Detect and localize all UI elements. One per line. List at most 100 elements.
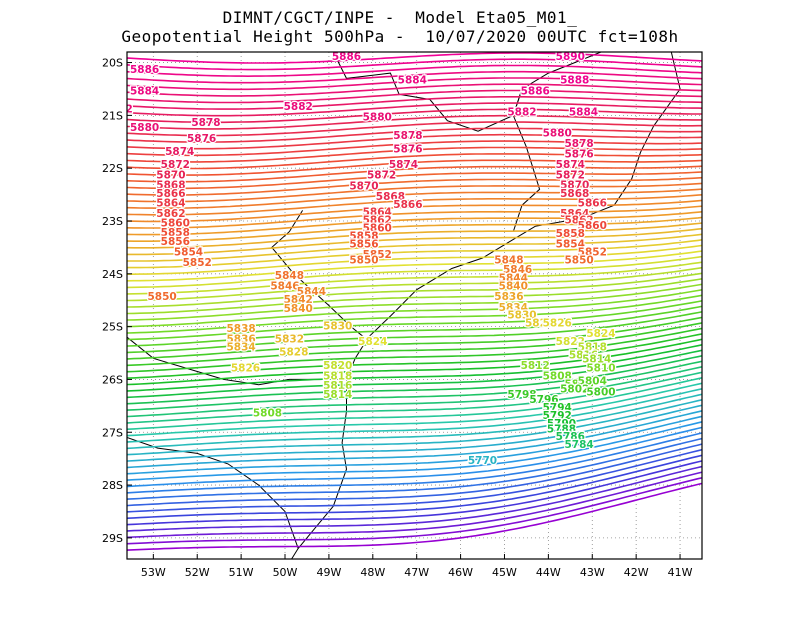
x-tick-label: 42W: [624, 566, 649, 579]
contour-label: 5850: [564, 254, 593, 266]
contour-label: 5878: [564, 138, 593, 150]
x-tick-label: 48W: [360, 566, 385, 579]
contour-label: 5890: [556, 51, 585, 63]
contour-label: 5866: [393, 199, 422, 211]
contour-label: 5862: [564, 215, 593, 227]
contour-line: [127, 471, 702, 539]
contour-label: 5868: [560, 188, 589, 200]
contour-label: 5882: [104, 104, 133, 116]
coastline-segment: [332, 52, 602, 132]
contour-label: 5856: [161, 236, 190, 248]
contour-line: [127, 454, 702, 520]
contour-label: 5880: [363, 112, 392, 124]
contour-line: [127, 415, 702, 475]
contour-label: 5850: [349, 254, 378, 266]
contour-line: [127, 421, 702, 481]
y-tick-label: 20S: [102, 57, 123, 70]
contour-label: 5852: [578, 246, 607, 258]
contour-label: 5784: [564, 439, 593, 451]
contour-label: 5874: [389, 159, 418, 171]
contour-line: [127, 250, 702, 282]
contour-line: [127, 64, 702, 78]
contour-label: 5808: [253, 407, 282, 419]
contour-label: 5880: [543, 128, 572, 140]
contour-label: 5852: [183, 257, 212, 269]
contour-label: 5860: [578, 220, 607, 232]
contour-label: 5804: [578, 376, 607, 388]
contour-label: 5886: [521, 85, 550, 97]
contour-line: [127, 404, 702, 462]
chart-title-line-2: Geopotential Height 500hPa - 10/07/2020 …: [121, 27, 679, 46]
contour-label: 5872: [556, 170, 585, 182]
contour-line: [127, 239, 702, 269]
contour-label: 5884: [130, 85, 159, 97]
contour-line: [127, 205, 702, 229]
contour-line: [127, 393, 702, 450]
contour-label: 5878: [191, 117, 220, 129]
contour-label: 5838: [226, 323, 255, 335]
contour-line: [127, 355, 702, 405]
contour-label: 5830: [507, 310, 536, 322]
contour-line: [127, 176, 702, 196]
contour-label: 5830: [323, 320, 352, 332]
contour-line: [127, 70, 702, 84]
contour-label: 5786: [556, 431, 585, 443]
contour-label: 5872: [367, 170, 396, 182]
contour-line: [127, 300, 702, 341]
contour-line: [127, 465, 702, 532]
contour-label: 5870: [349, 180, 378, 192]
y-tick-label: 25S: [102, 321, 123, 334]
contour-label: 5790: [547, 418, 576, 430]
contour-line: [127, 58, 702, 71]
contour-label: 5850: [147, 291, 176, 303]
contour-label: 5848: [275, 270, 304, 282]
contour-line: [127, 227, 702, 256]
y-tick-label: 28S: [102, 479, 123, 492]
contour-line: [127, 193, 702, 216]
contour-label: 5808: [543, 370, 572, 382]
contour-label: 5882: [284, 101, 313, 113]
contour-line: [127, 153, 702, 170]
contour-line: [127, 283, 702, 321]
contour-line: [127, 289, 702, 328]
contour-label: 5886: [332, 51, 361, 63]
contour-label: 5880: [130, 122, 159, 134]
contour-line: [127, 327, 702, 373]
contour-label: 5870: [560, 179, 589, 191]
contour-label: 5858: [349, 231, 378, 243]
contour-label: 5824: [586, 328, 615, 340]
contour-label: 5854: [556, 238, 585, 250]
plot-frame: [126, 51, 703, 560]
contour-label: 5884: [569, 106, 598, 118]
contour-line: [127, 272, 702, 308]
contour-line: [127, 311, 702, 354]
y-tick-label: 27S: [102, 426, 123, 439]
contour-line: [127, 244, 702, 275]
contour-label: 5822: [556, 336, 585, 348]
contour-line: [127, 437, 702, 500]
x-tick-label: 49W: [316, 566, 341, 579]
contour-label: 5862: [156, 208, 185, 220]
contour-line: [127, 376, 702, 431]
contour-line: [127, 360, 702, 411]
contour-label: 5836: [494, 291, 523, 303]
contour-label: 5876: [393, 143, 422, 155]
contour-label: 5846: [503, 264, 532, 276]
contour-line: [127, 255, 702, 289]
contour-line: [127, 387, 702, 443]
contour-label: 5794: [543, 402, 572, 414]
contour-label: 5788: [547, 423, 576, 435]
contour-label: 5874: [556, 159, 585, 171]
contour-label: 5798: [507, 389, 536, 401]
x-tick-label: 47W: [404, 566, 429, 579]
contour-line: [127, 322, 702, 367]
contour-line: [127, 182, 702, 203]
contour-label: 5842: [284, 294, 313, 306]
contour-label: 5862: [363, 215, 392, 227]
contour-line: [127, 305, 702, 347]
contour-line: [127, 294, 702, 334]
contour-label: 5858: [556, 228, 585, 240]
axis-ticks: 53W 52W 51W 50W 49W 48W 47W 46W 45W 44W 43W 42W 41W 2…: [102, 57, 693, 579]
x-tick-label: 53W: [141, 566, 166, 579]
contour-label: 5836: [226, 334, 255, 346]
